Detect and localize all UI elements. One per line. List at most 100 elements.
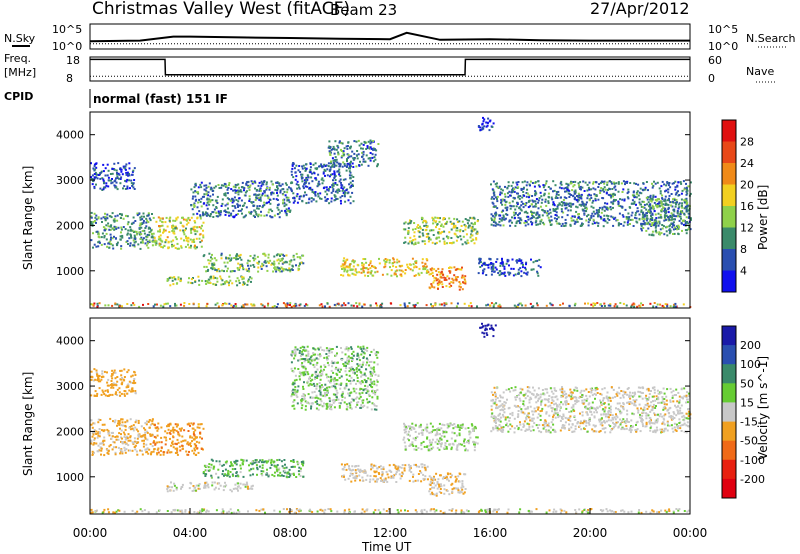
echo-cell (670, 212, 673, 215)
echo-cell (167, 423, 170, 426)
echo-cell (336, 189, 339, 192)
echo-cell (524, 204, 527, 207)
echo-cell (452, 226, 455, 229)
echo-cell (429, 238, 432, 241)
noise-panel: N.Sky 10^5 10^0 10^5 10^0 N.Search (4, 23, 796, 53)
echo-cell (168, 486, 171, 489)
echo-cell (384, 258, 387, 260)
echo-cell (412, 263, 415, 266)
echo-cell (492, 267, 495, 270)
ground-scatter-cell (639, 305, 642, 308)
echo-cell (411, 242, 414, 245)
echo-cell (117, 446, 120, 449)
echo-cell (497, 223, 500, 226)
echo-cell (664, 211, 666, 214)
echo-cell (199, 215, 202, 218)
echo-cell (248, 270, 251, 273)
echo-cell (162, 231, 164, 234)
echo-cell (500, 188, 503, 191)
echo-cell (496, 186, 499, 189)
echo-cell (225, 211, 227, 213)
echo-cell (360, 271, 363, 274)
echo-cell (93, 185, 96, 188)
echo-cell (111, 168, 114, 170)
echo-cell (281, 253, 284, 256)
echo-cell (154, 443, 157, 446)
ground-scatter-cell (490, 302, 493, 305)
echo-cell (204, 486, 207, 489)
echo-cell (649, 199, 652, 202)
echo-cell (546, 210, 549, 213)
echo-cell (214, 199, 217, 202)
echo-cell (283, 254, 286, 257)
echo-cell (203, 265, 206, 268)
echo-cell (680, 192, 683, 195)
echo-cell (133, 445, 136, 448)
echo-cell (100, 447, 103, 450)
echo-cell (590, 188, 593, 191)
echo-cell (425, 226, 428, 229)
echo-cell (342, 259, 345, 262)
echo-cell (564, 222, 567, 225)
echo-cell (124, 165, 127, 168)
echo-cell (91, 426, 94, 429)
echo-cell (362, 160, 365, 163)
y-tick-label: 1000 (56, 265, 84, 278)
echo-cell (545, 180, 548, 183)
ground-scatter-cell (114, 302, 117, 305)
echo-cell (95, 221, 97, 224)
echo-cell (249, 276, 252, 279)
echo-cell (231, 464, 234, 467)
echo-cell (365, 148, 368, 150)
echo-cell (199, 241, 202, 244)
echo-cell (655, 224, 658, 227)
ground-scatter-cell (682, 303, 685, 306)
echo-cell (139, 216, 142, 219)
echo-cell (436, 223, 439, 226)
ground-scatter-cell (228, 302, 231, 305)
echo-cell (173, 484, 176, 487)
echo-cell (183, 439, 186, 442)
echo-cell (456, 218, 459, 221)
echo-cell (629, 206, 632, 209)
echo-cell (585, 210, 588, 213)
echo-cell (207, 466, 210, 469)
echo-cell (476, 232, 479, 235)
echo-cell (663, 199, 666, 202)
echo-cell (195, 445, 198, 447)
echo-cell (536, 212, 539, 215)
echo-cell (328, 386, 331, 389)
echo-cell (172, 224, 174, 227)
echo-cell (525, 195, 528, 198)
echo-cell (263, 261, 266, 264)
echo-cell (234, 206, 237, 209)
echo-cell (244, 485, 247, 488)
echo-cell (376, 379, 378, 382)
echo-cell (234, 483, 237, 486)
ground-scatter-cell (622, 302, 625, 305)
echo-cell (356, 374, 358, 377)
echo-cell (204, 280, 207, 283)
echo-cell (225, 185, 228, 188)
echo-cell (185, 235, 187, 238)
echo-cell (132, 441, 135, 444)
echo-cell (491, 126, 494, 128)
echo-cell (392, 257, 395, 260)
echo-cell (432, 274, 434, 277)
echo-cell (180, 487, 182, 490)
echo-cell (141, 218, 144, 221)
ground-scatter-cell (93, 302, 96, 305)
echo-cell (147, 221, 150, 224)
echo-cell (180, 246, 183, 249)
echo-cell (278, 211, 281, 214)
echo-cell (288, 476, 291, 478)
echo-cell (417, 272, 420, 275)
echo-cell (611, 188, 614, 190)
echo-cell (438, 279, 441, 282)
echo-cell (229, 465, 232, 468)
ground-scatter-cell (306, 304, 309, 307)
echo-cell (235, 199, 238, 201)
echo-cell (455, 268, 458, 271)
echo-cell (671, 216, 673, 219)
ground-scatter-cell (662, 305, 665, 308)
